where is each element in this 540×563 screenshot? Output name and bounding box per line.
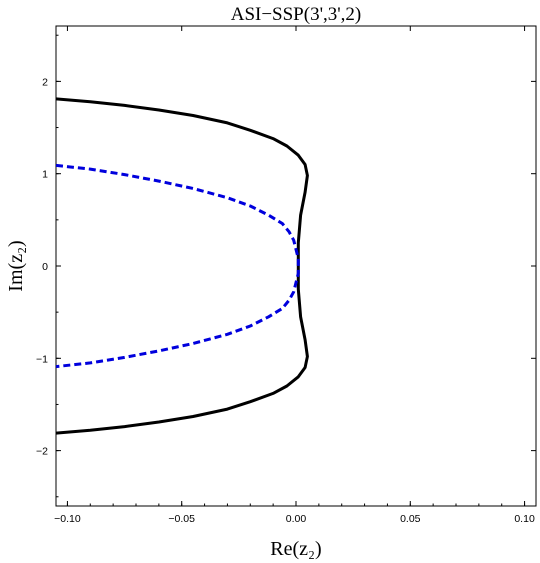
- x-axis-ticks: −0.10 −0.05 0.00 0.05 0.10: [54, 26, 535, 525]
- curve-dashed-blue: [56, 163, 300, 369]
- y-tick-label: −1: [36, 353, 48, 365]
- curve-solid-black: [56, 97, 309, 435]
- y-tick-label: −2: [36, 446, 48, 458]
- chart-title: ASI−SSP(3',3',2): [231, 4, 362, 25]
- plot-frame: [55, 25, 537, 507]
- x-tick-label: 0.10: [514, 513, 535, 525]
- x-tick-label: −0.10: [54, 513, 81, 525]
- x-tick-label: 0.05: [400, 513, 421, 525]
- y-axis-ticks: 2 1 0 −1 −2: [36, 34, 536, 498]
- x-tick-label: 0.00: [286, 513, 307, 525]
- curves-group: [56, 97, 309, 435]
- y-axis-label: Im(z₂): [5, 240, 27, 291]
- x-tick-label: −0.05: [168, 513, 195, 525]
- y-tick-label: 2: [42, 76, 48, 88]
- y-tick-label: 1: [42, 169, 48, 181]
- x-axis-label: Re(z₂): [270, 538, 321, 560]
- y-tick-label: 0: [42, 261, 48, 273]
